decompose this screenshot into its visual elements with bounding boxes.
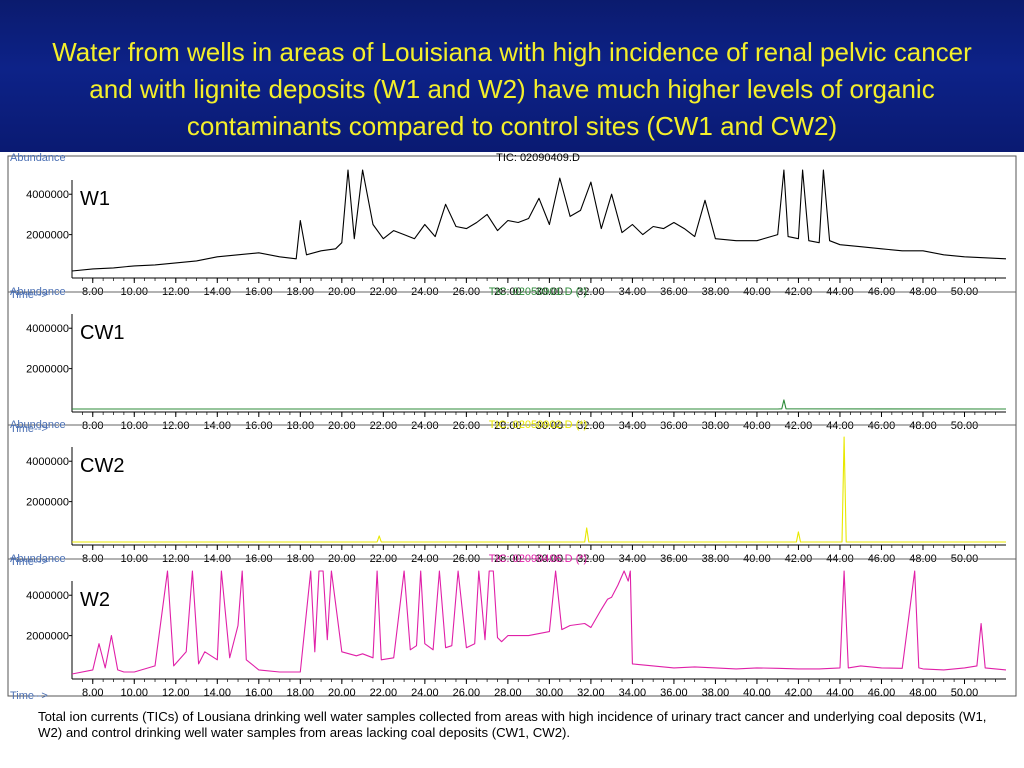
x-tick-label: 10.00 <box>121 687 149 699</box>
x-tick-label: 36.00 <box>660 687 688 699</box>
tic-chart-stack: Abundance TIC: 02090409.D W1 2000000 4000000… <box>7 152 1017 702</box>
x-tick-label: 44.00 <box>826 420 854 432</box>
x-tick-label: 18.00 <box>287 420 315 432</box>
panel-label-cw1: CW1 <box>80 322 124 344</box>
x-tick-label: 48.00 <box>909 687 937 699</box>
xlabel: Time--> <box>10 690 48 702</box>
slide-title: Water from wells in areas of Louisiana w… <box>52 37 972 141</box>
panel-label-w1: W1 <box>80 188 110 210</box>
x-tick-label: 22.00 <box>370 687 398 699</box>
ylabel: Abundance <box>10 553 66 565</box>
x-tick-label: 50.00 <box>951 420 979 432</box>
x-tick-label: 50.00 <box>951 687 979 699</box>
x-tick-label: 40.00 <box>743 420 771 432</box>
file-label: TIC: 02090409.D <box>496 152 580 164</box>
y-tick-label: 4000000 <box>26 323 69 335</box>
tic-trace-w2 <box>71 570 1007 675</box>
y-tick-label: 2000000 <box>26 497 69 509</box>
ylabel: Abundance <box>10 152 66 164</box>
tic-trace-w1 <box>71 169 1007 272</box>
x-tick-label: 44.00 <box>826 687 854 699</box>
x-tick-label: 38.00 <box>702 687 730 699</box>
x-tick-label: 14.00 <box>204 687 232 699</box>
x-tick-label: 26.00 <box>453 420 481 432</box>
panel-label-w2: W2 <box>80 589 110 611</box>
x-tick-label: 8.00 <box>82 420 103 432</box>
file-label: TIC: 02050902.D (*) <box>489 419 587 431</box>
y-tick-label: 4000000 <box>26 456 69 468</box>
x-tick-label: 18.00 <box>287 687 315 699</box>
x-tick-label: 28.00 <box>494 420 522 432</box>
xlabel: Time--> <box>10 423 48 435</box>
y-tick-label: 4000000 <box>26 590 69 602</box>
x-tick-label: 28.00 <box>494 687 522 699</box>
x-tick-label: 36.00 <box>660 420 688 432</box>
x-tick-label: 46.00 <box>868 687 896 699</box>
figure-caption: Total ion currents (TICs) of Lousiana dr… <box>38 709 987 740</box>
ylabel: Abundance <box>10 419 66 431</box>
title-banner: Water from wells in areas of Louisiana w… <box>0 0 1024 152</box>
y-tick-label: 2000000 <box>26 631 69 643</box>
x-tick-label: 12.00 <box>162 687 190 699</box>
tic-trace-cw1 <box>72 399 1007 410</box>
x-tick-label: 42.00 <box>785 687 813 699</box>
x-tick-label: 42.00 <box>785 420 813 432</box>
tic-trace-cw2 <box>72 436 1006 543</box>
x-tick-label: 10.00 <box>121 420 149 432</box>
x-tick-label: 30.00 <box>536 420 564 432</box>
x-tick-label: 14.00 <box>204 420 232 432</box>
file-label: TIC: 02050901.D (*) <box>489 286 587 298</box>
x-tick-label: 24.00 <box>411 687 439 699</box>
x-tick-label: 24.00 <box>411 420 439 432</box>
ylabel: Abundance <box>10 286 66 298</box>
x-tick-label: 8.00 <box>82 687 103 699</box>
y-tick-label: 2000000 <box>26 364 69 376</box>
x-tick-label: 26.00 <box>453 687 481 699</box>
x-tick-label: 32.00 <box>577 420 605 432</box>
chart-frame <box>7 155 1017 697</box>
x-tick-label: 16.00 <box>245 687 273 699</box>
x-tick-label: 48.00 <box>909 420 937 432</box>
x-tick-label: 20.00 <box>328 420 356 432</box>
x-tick-label: 20.00 <box>328 687 356 699</box>
x-tick-label: 34.00 <box>619 687 647 699</box>
x-tick-label: 34.00 <box>619 420 647 432</box>
x-tick-label: 22.00 <box>370 420 398 432</box>
x-tick-label: 40.00 <box>743 687 771 699</box>
panel-label-cw2: CW2 <box>80 455 124 477</box>
x-tick-label: 38.00 <box>702 420 730 432</box>
file-label: TIC: 02090406.D (*) <box>489 553 587 565</box>
x-tick-label: 30.00 <box>536 687 564 699</box>
x-tick-label: 32.00 <box>577 687 605 699</box>
x-tick-label: 16.00 <box>245 420 273 432</box>
y-tick-label: 2000000 <box>26 230 69 242</box>
y-tick-label: 4000000 <box>26 189 69 201</box>
x-tick-label: 46.00 <box>868 420 896 432</box>
x-tick-label: 12.00 <box>162 420 190 432</box>
